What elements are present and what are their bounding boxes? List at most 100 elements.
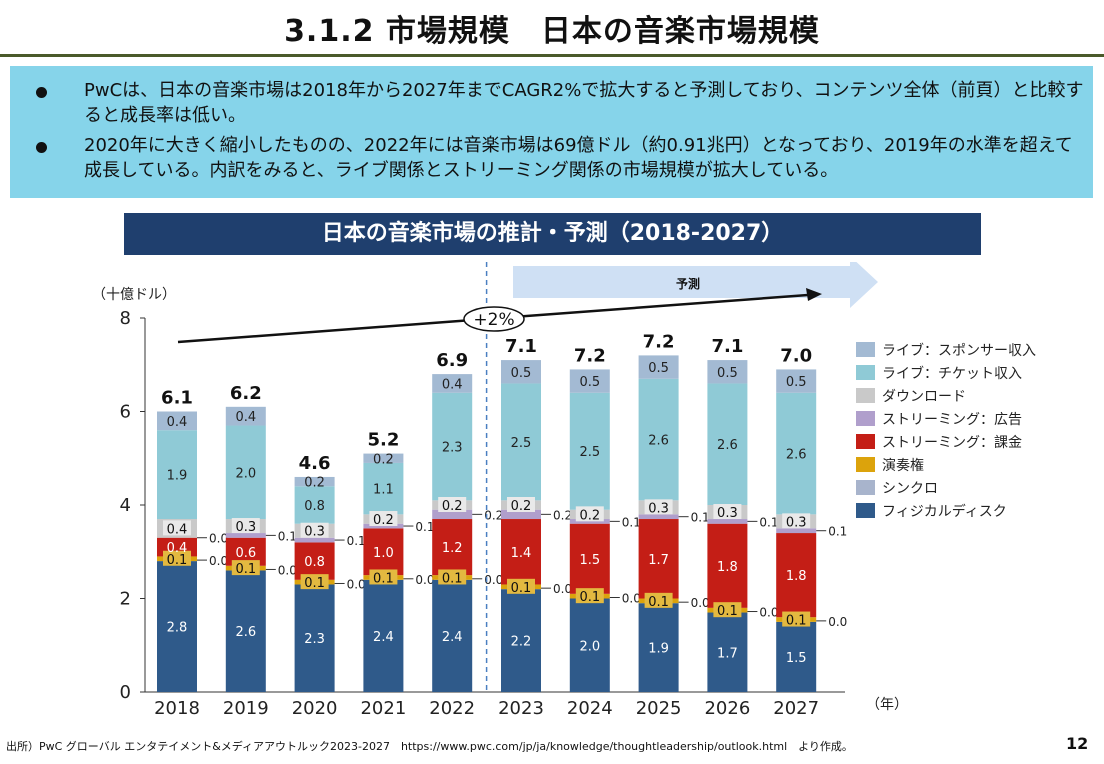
legend-swatch [856, 411, 875, 426]
bar-segment [294, 476, 335, 487]
data-label: 0.2 [304, 476, 325, 491]
data-label: 2.3 [304, 632, 325, 647]
data-label-box [231, 518, 260, 534]
bar-segment [501, 589, 541, 692]
bar-segment [707, 523, 748, 608]
data-label: 2.6 [648, 434, 669, 449]
data-label: 0.5 [648, 361, 669, 376]
data-label: 1.1 [373, 483, 394, 498]
data-label-box [231, 560, 260, 576]
callout-label: 0.0 [278, 563, 297, 577]
data-label: 1.9 [167, 469, 188, 484]
data-label-box [163, 550, 191, 566]
bar-segment [776, 369, 817, 393]
data-label: 1.0 [373, 546, 394, 561]
data-label: 1.9 [648, 642, 669, 657]
callout-label: 0.1 [278, 529, 297, 543]
data-label: 0.1 [442, 571, 463, 586]
data-label: 0.4 [167, 541, 188, 556]
data-label: 2.6 [235, 625, 256, 640]
data-label: 2.5 [511, 436, 532, 451]
data-label: 2.2 [511, 635, 532, 650]
data-label: 2.6 [717, 438, 738, 453]
data-label: 0.4 [167, 522, 188, 537]
bar-segment [225, 425, 266, 520]
legend-swatch [856, 365, 875, 380]
data-label-box [438, 569, 467, 585]
data-label: 2.3 [442, 441, 463, 456]
data-label: 0.8 [304, 555, 325, 570]
bar-total-label: 7.1 [505, 336, 537, 357]
x-tick-label: 2027 [773, 698, 819, 719]
bar-total-label: 6.2 [230, 383, 262, 404]
bar-segment [225, 406, 266, 426]
data-label-box [713, 504, 742, 520]
bar-segment [776, 528, 817, 534]
data-label: 0.1 [717, 604, 738, 619]
callout-label: 0.2 [553, 508, 572, 522]
bar-segment [363, 579, 404, 692]
bar-segment [363, 453, 404, 463]
data-label: 2.4 [373, 630, 394, 645]
bar-segment [225, 570, 266, 692]
callout-label: 0.0 [347, 577, 366, 591]
bar-segment [363, 462, 404, 515]
data-label: 2.0 [579, 639, 600, 654]
legend-label: ストリーミング：広告 [882, 412, 1022, 428]
y-axis-label: （十億ドル） [92, 287, 176, 303]
data-label-box [644, 592, 673, 608]
trend-arrow-icon [806, 288, 822, 301]
bar-total-label: 6.9 [436, 350, 468, 371]
bar-segment [157, 430, 197, 520]
bar-segment [638, 355, 679, 379]
callout-label: 0.2 [484, 508, 503, 522]
legend-swatch [856, 388, 875, 403]
bullet-dot-icon [36, 87, 47, 98]
forecast-label: 予測 [676, 276, 700, 291]
data-label: 1.8 [717, 560, 738, 575]
data-label-box [782, 611, 811, 627]
bar-segment [363, 528, 404, 576]
data-label: 0.8 [304, 499, 325, 514]
data-label: 1.5 [579, 553, 600, 568]
y-tick-label: 0 [120, 682, 131, 703]
bar-segment [569, 519, 610, 524]
data-label: 0.5 [786, 375, 807, 390]
bar-segment [707, 612, 748, 692]
data-label-box [713, 602, 742, 618]
legend-swatch [856, 434, 875, 449]
callout-label: 0.0 [622, 592, 641, 606]
bar-segment [638, 514, 679, 520]
bar-segment [501, 509, 541, 520]
x-tick-label: 2021 [360, 698, 406, 719]
x-tick-label: 2023 [498, 698, 544, 719]
bar-segment [776, 533, 817, 618]
callout-label: 0.1 [415, 520, 434, 534]
data-label-box [507, 497, 535, 512]
bar-segment [432, 374, 473, 393]
data-label: 0.1 [235, 562, 256, 577]
bar-segment [501, 519, 541, 585]
data-label-box [644, 499, 673, 515]
data-label: 0.3 [235, 520, 256, 535]
bar-segment [569, 392, 610, 510]
bar-segment [432, 392, 473, 501]
x-tick-label: 2025 [636, 698, 682, 719]
x-axis-label: （年） [866, 697, 908, 713]
x-tick-label: 2022 [429, 698, 475, 719]
data-label: 0.3 [786, 515, 807, 530]
data-label: 1.8 [786, 569, 807, 584]
bar-total-label: 7.0 [780, 345, 812, 366]
cagr-badge [463, 306, 525, 332]
callout-label: 0.0 [209, 532, 228, 546]
data-label: 0.4 [235, 410, 256, 425]
source-note: 出所）PwC グローバル エンタテイメント&メディアアウトルック2023-202… [6, 740, 853, 753]
bar-total-label: 7.1 [711, 336, 743, 357]
data-label: 2.8 [167, 621, 188, 636]
data-label: 0.1 [511, 581, 532, 596]
cagr-label: +2% [473, 310, 514, 330]
y-tick-label: 8 [120, 308, 131, 329]
data-label: 0.3 [648, 501, 669, 516]
data-label: 0.1 [786, 614, 807, 629]
title-divider [0, 54, 1104, 57]
